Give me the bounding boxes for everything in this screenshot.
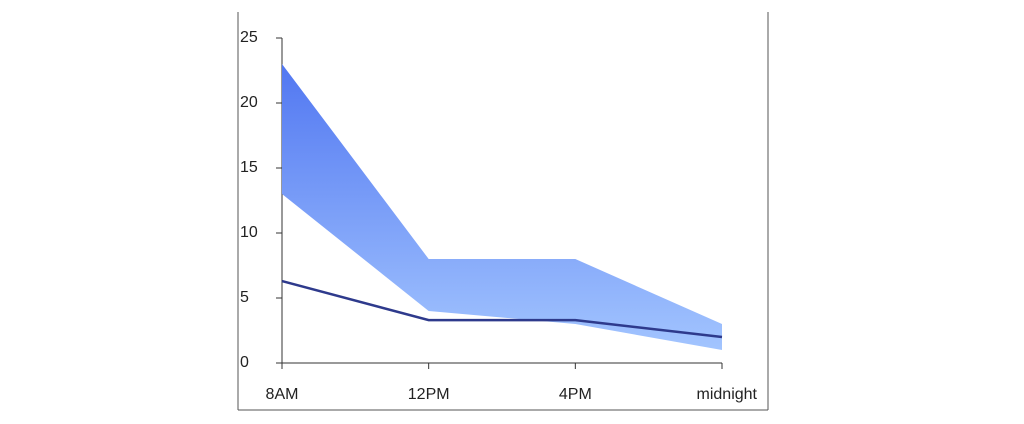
- range-band: [282, 64, 722, 350]
- y-tick-label: 5: [240, 289, 249, 306]
- y-tick-label: 0: [240, 354, 249, 371]
- x-tick-label: 4PM: [559, 386, 592, 403]
- y-tick-label: 15: [240, 159, 258, 176]
- y-tick-label: 10: [240, 224, 258, 241]
- x-tick-label: 8AM: [266, 386, 299, 403]
- series-line: [281, 279, 723, 339]
- y-tick-label: 25: [240, 29, 258, 46]
- x-tick-label: midnight: [697, 386, 758, 403]
- y-tick-label: 20: [240, 94, 258, 111]
- x-tick-label: 12PM: [408, 386, 450, 403]
